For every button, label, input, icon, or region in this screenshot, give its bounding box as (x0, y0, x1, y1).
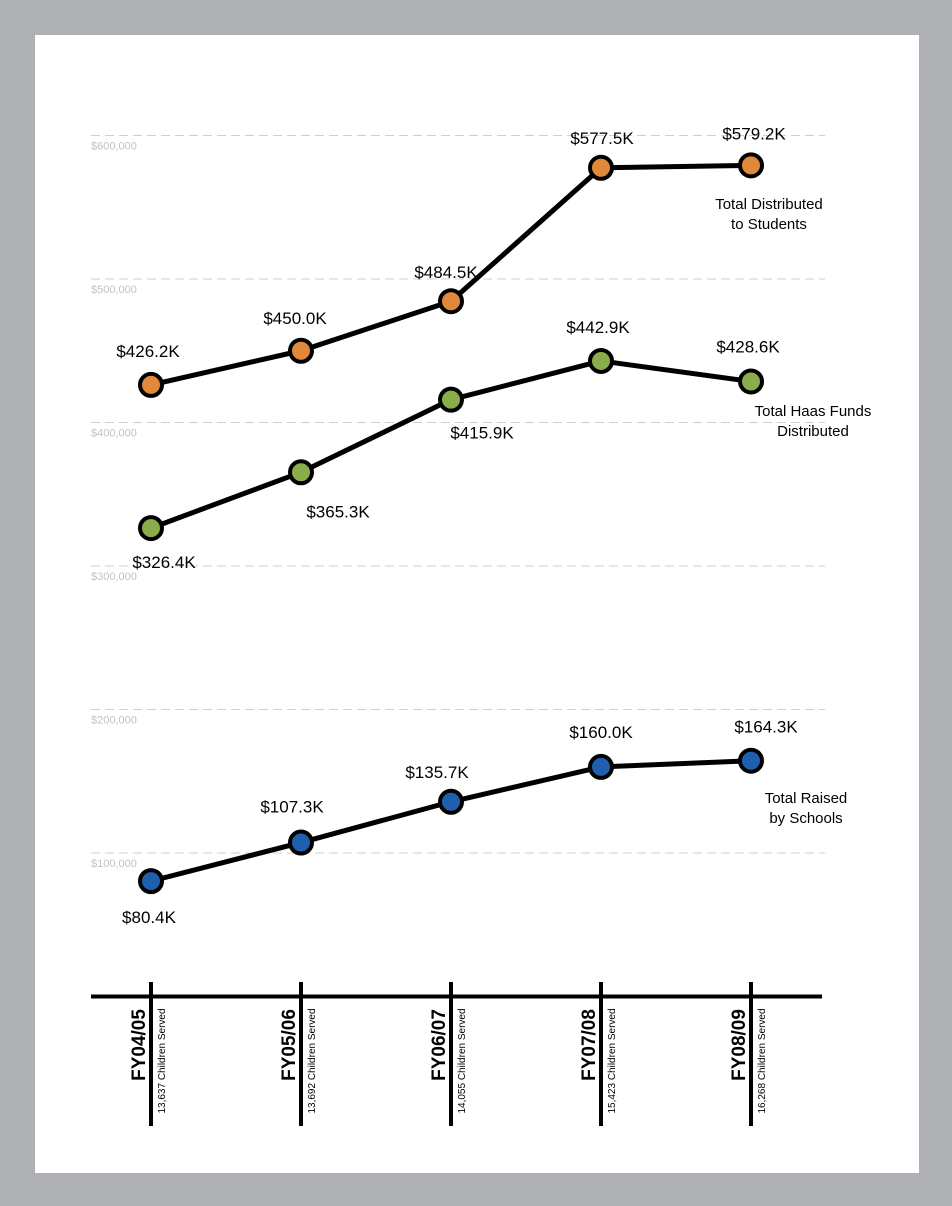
series-name-label: Distributed (777, 423, 849, 440)
category-label: FY04/05 (129, 1009, 150, 1081)
y-tick-label: $100,000 (91, 858, 137, 870)
data-point (588, 753, 614, 780)
data-label: $428.6K (716, 337, 780, 356)
series-name-label: Total Distributed (715, 196, 823, 213)
data-point (288, 337, 314, 364)
data-point (138, 371, 164, 398)
y-tick-label: $200,000 (91, 715, 137, 727)
y-tick-label: $500,000 (91, 284, 137, 296)
y-tick-label: $300,000 (91, 571, 137, 583)
category-label: FY08/09 (729, 1009, 750, 1081)
data-point (738, 368, 764, 395)
data-point (588, 154, 614, 181)
series-name-label: by Schools (769, 810, 842, 827)
data-label: $164.3K (734, 718, 798, 737)
data-label: $579.2K (722, 124, 786, 143)
data-point (438, 386, 464, 413)
data-point (288, 459, 314, 486)
chart-page: $100,000 $200,000 $300,000 $400,000 $500,000… (35, 35, 919, 1173)
category-label: FY06/07 (429, 1009, 450, 1081)
data-point (738, 152, 764, 179)
data-label: $426.2K (116, 342, 180, 361)
data-label: $107.3K (260, 798, 324, 817)
series-name-label: to Students (731, 216, 807, 233)
data-point (288, 829, 314, 856)
category-subtitle: 13,637 Children Served (157, 1008, 168, 1113)
y-tick-label: $600,000 (91, 141, 137, 153)
category-subtitle: 13,692 Children Served (307, 1008, 318, 1113)
data-label: $160.0K (569, 723, 633, 742)
data-label: $450.0K (263, 309, 327, 328)
y-tick-label: $400,000 (91, 428, 137, 440)
data-point (738, 747, 764, 774)
series-line-1 (150, 358, 752, 531)
data-label: $484.5K (414, 263, 478, 282)
data-point (438, 288, 464, 315)
data-label: $80.4K (122, 908, 177, 927)
category-subtitle: 14,055 Children Served (457, 1008, 468, 1113)
category-label: FY05/06 (279, 1009, 300, 1081)
series-name-label: Total Raised (765, 790, 848, 807)
series-name-label: Total Haas Funds (755, 403, 872, 420)
data-label: $415.9K (450, 424, 514, 443)
data-label: $442.9K (566, 318, 630, 337)
category-subtitle: 16,268 Children Served (757, 1008, 768, 1113)
data-point (438, 788, 464, 815)
category-label: FY07/08 (579, 1009, 600, 1081)
data-label: $365.3K (306, 502, 370, 521)
data-point (588, 347, 614, 374)
data-label: $135.7K (405, 763, 469, 782)
data-point (138, 868, 164, 895)
line-chart: $100,000 $200,000 $300,000 $400,000 $500,000… (91, 124, 872, 1126)
data-label: $577.5K (570, 129, 634, 148)
data-label: $326.4K (132, 553, 196, 572)
category-subtitle: 15,423 Children Served (607, 1008, 618, 1113)
data-point (138, 515, 164, 542)
